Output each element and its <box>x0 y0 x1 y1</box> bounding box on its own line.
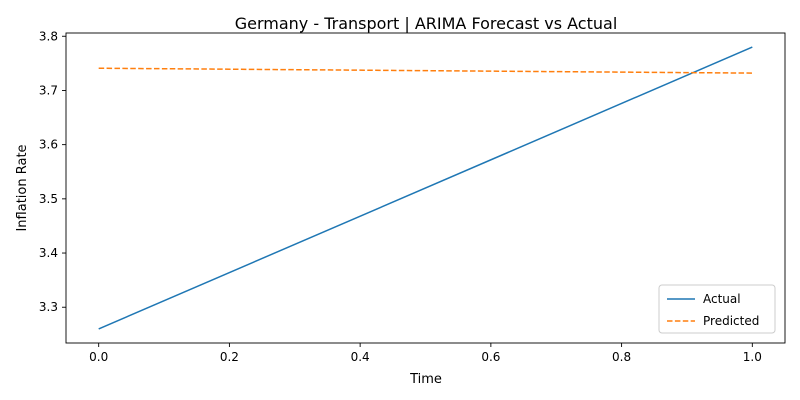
axes-frame <box>65 32 786 344</box>
x-tick-label: 0.0 <box>89 350 108 364</box>
x-tick-label: 0.8 <box>612 350 631 364</box>
legend: Actual Predicted <box>658 284 776 334</box>
y-tick-label: 3.8 <box>39 29 58 43</box>
series-line-predicted <box>98 67 753 74</box>
legend-label-actual: Actual <box>703 292 741 306</box>
x-tick-label: 0.2 <box>220 350 239 364</box>
chart-title: Germany - Transport | ARIMA Forecast vs … <box>235 14 618 33</box>
series-line-actual <box>98 46 753 330</box>
x-tick-label: 0.4 <box>351 350 370 364</box>
x-axis-label: Time <box>409 372 442 387</box>
x-tick-label: 1.0 <box>743 350 762 364</box>
y-tick-label: 3.5 <box>39 192 58 206</box>
x-tick-label: 0.6 <box>481 350 500 364</box>
y-tick-label: 3.6 <box>39 138 58 152</box>
y-axis-label: Inflation Rate <box>15 144 30 231</box>
legend-label-predicted: Predicted <box>703 314 759 328</box>
y-tick-label: 3.3 <box>39 300 58 314</box>
y-tick-label: 3.4 <box>39 246 58 260</box>
plot-area: 0.0 0.2 0.4 0.6 0.8 1.0 3.3 3.4 3.5 3.6 3.7 3.8 <box>39 29 786 364</box>
y-tick-label: 3.7 <box>39 83 58 97</box>
